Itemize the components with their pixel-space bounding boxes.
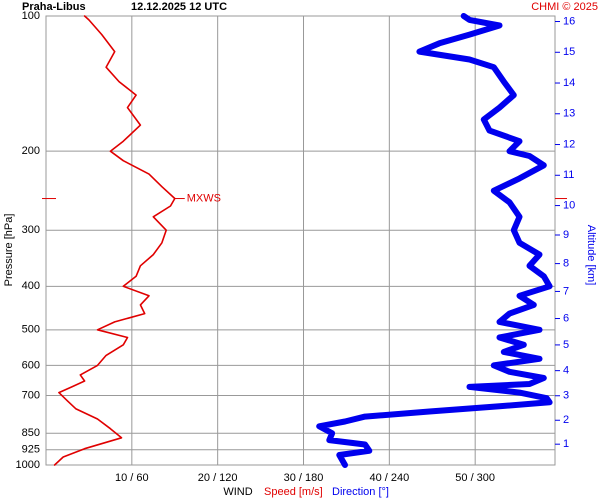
annotation: MXWS (187, 192, 221, 204)
legend-speed: Speed [m/s] (264, 486, 323, 498)
series-line (316, 13, 553, 468)
y2-tick-label: 7 (563, 285, 569, 297)
credit: CHMI © 2025 (531, 1, 598, 13)
y2-tick-label: 13 (563, 108, 575, 120)
x-tick-label: 50 / 300 (455, 472, 495, 484)
chart-subtitle: 12.12.2025 12 UTC (131, 1, 227, 13)
y2-tick-label: 5 (563, 339, 569, 351)
y-tick-label: 925 (22, 444, 40, 456)
y-tick-label: 850 (22, 427, 40, 439)
series-line (53, 15, 176, 466)
y2-tick-label: 12 (563, 138, 575, 150)
x-axis-label: WIND (223, 486, 252, 498)
y2-tick-label: 15 (563, 46, 575, 58)
chart-title: Praha-Libus (22, 1, 86, 13)
y-axis-label: Pressure [hPa] (3, 214, 15, 287)
x-tick-label: 30 / 180 (284, 472, 324, 484)
y-tick-label: 100 (22, 10, 40, 22)
y2-tick-label: 11 (563, 169, 574, 181)
y2-tick-label: 2 (563, 414, 569, 426)
y2-tick-label: 14 (563, 77, 575, 89)
y-tick-label: 1000 (16, 459, 40, 471)
y2-tick-label: 8 (563, 258, 569, 270)
legend-direction: Direction [°] (332, 486, 389, 498)
y-tick-label: 200 (22, 145, 40, 157)
y2-tick-label: 1 (563, 438, 569, 450)
y-tick-label: 500 (22, 324, 40, 336)
y2-tick-label: 9 (563, 229, 569, 241)
y-tick-label: 600 (22, 359, 40, 371)
y2-axis-label: Altitude [km] (585, 225, 597, 286)
x-tick-label: 40 / 240 (369, 472, 409, 484)
x-tick-label: 10 / 60 (115, 472, 149, 484)
y-tick-label: 300 (22, 224, 40, 236)
y2-tick-label: 16 (563, 15, 575, 27)
y2-tick-label: 6 (563, 312, 569, 324)
y-tick-label: 700 (22, 389, 40, 401)
y2-tick-label: 3 (563, 390, 569, 402)
x-tick-label: 20 / 120 (198, 472, 238, 484)
y2-tick-label: 4 (563, 365, 569, 377)
y2-tick-label: 10 (563, 199, 575, 211)
y-tick-label: 400 (22, 280, 40, 292)
